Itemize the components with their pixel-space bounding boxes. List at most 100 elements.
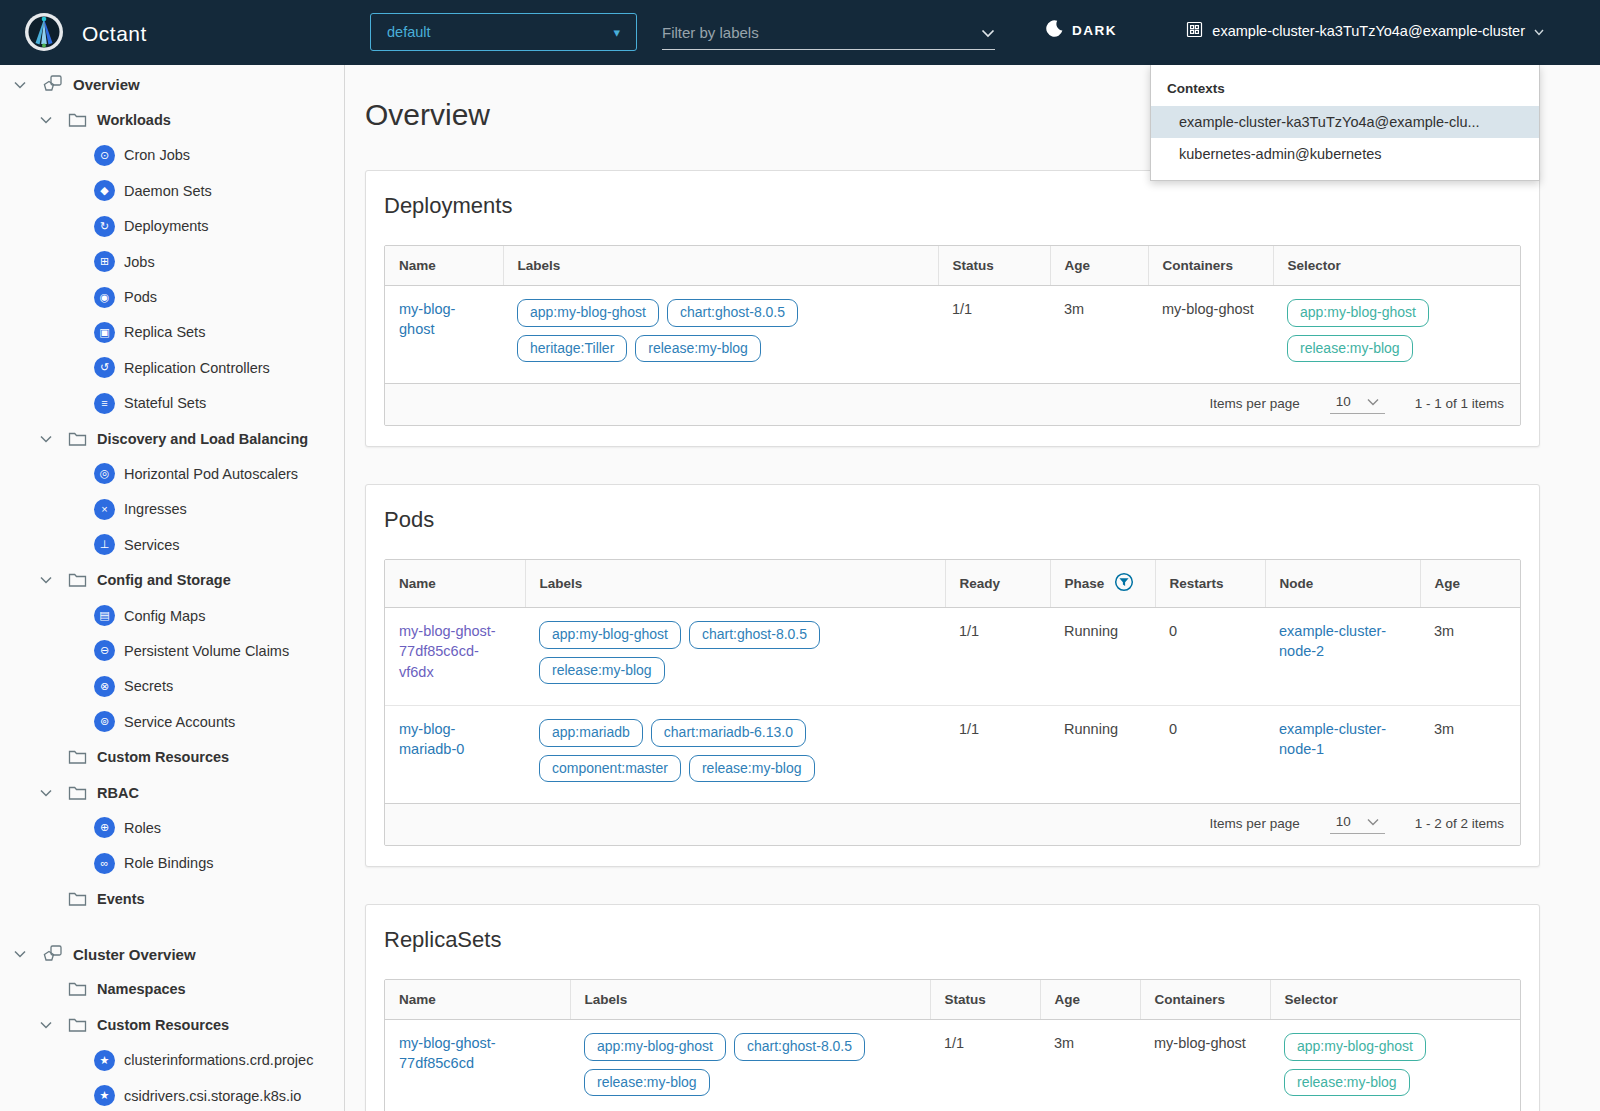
deployments-icon: ↻ — [94, 216, 115, 237]
chevron-down-icon[interactable] — [38, 1021, 54, 1029]
label-pill: release:my-blog — [689, 755, 815, 783]
context-option-kubernetes-admin-kubernetes[interactable]: kubernetes-admin@kubernetes — [1151, 138, 1539, 170]
label-pill: chart:ghost-8.0.5 — [667, 299, 798, 327]
section-card-deployments: DeploymentsNameLabelsStatusAgeContainers… — [365, 170, 1540, 447]
sidebar-item-csidrivers-csi-storage-k8s-io[interactable]: ★csidrivers.csi.storage.k8s.io — [0, 1078, 344, 1111]
resource-link[interactable]: example-cluster-node-2 — [1279, 623, 1386, 659]
items-per-page-select[interactable]: 10 — [1330, 393, 1385, 414]
folder-icon — [68, 572, 87, 588]
caret-down-icon: ▾ — [613, 25, 620, 40]
chevron-down-icon[interactable] — [38, 576, 54, 584]
resource-link[interactable]: my-blog-mariadb-0 — [399, 721, 464, 757]
sidebar-item-label: Custom Resources — [97, 1017, 229, 1033]
cell-text: Running — [1064, 623, 1118, 639]
sidebar-item-services[interactable]: ⊥Services — [0, 527, 344, 562]
sidebar-item-clusterinformations-crd-projec[interactable]: ★clusterinformations.crd.projec — [0, 1043, 344, 1078]
cell-text: 1/1 — [959, 721, 979, 737]
sidebar-item-horizontal-pod-autoscalers[interactable]: ◎Horizontal Pod Autoscalers — [0, 456, 344, 491]
cell-text: 1/1 — [944, 1035, 964, 1051]
moon-icon — [1046, 20, 1063, 41]
app-title: Octant — [82, 22, 147, 46]
sidebar-item-cron-jobs[interactable]: ⊙Cron Jobs — [0, 138, 344, 173]
column-header-name: Name — [385, 246, 503, 286]
replica-sets-icon: ▣ — [94, 322, 115, 343]
items-per-page-label: Items per page — [1210, 816, 1300, 831]
sidebar-item-label: Config Maps — [124, 608, 205, 624]
column-header-ready: Ready — [945, 560, 1050, 608]
chevron-down-icon[interactable] — [38, 116, 54, 124]
items-per-page-select[interactable]: 10 — [1330, 813, 1385, 834]
folder-icon — [68, 749, 87, 765]
resource-link[interactable]: my-blog-ghost-77df85c6cd — [399, 1035, 496, 1071]
secrets-icon: ⊗ — [94, 676, 115, 697]
sidebar-item-role-bindings[interactable]: ∞Role Bindings — [0, 846, 344, 881]
sidebar-item-custom-resources[interactable]: Custom Resources — [0, 1007, 344, 1042]
sidebar-item-workloads[interactable]: Workloads — [0, 102, 344, 137]
selector-pill: release:my-blog — [1287, 335, 1413, 363]
sidebar-item-pods[interactable]: ◉Pods — [0, 279, 344, 314]
resource-link[interactable]: example-cluster-node-1 — [1279, 721, 1386, 757]
sidebar-item-stateful-sets[interactable]: ≡Stateful Sets — [0, 386, 344, 421]
sidebar-item-overview[interactable]: Overview — [0, 67, 344, 102]
brand: Octant — [24, 12, 147, 56]
label-pill: app:my-blog-ghost — [539, 621, 681, 649]
sidebar-item-config-maps[interactable]: ▤Config Maps — [0, 598, 344, 633]
column-header-labels: Labels — [503, 246, 938, 286]
resource-link[interactable]: my-blog-ghost-77df85c6cd-vf6dx — [399, 623, 496, 680]
sidebar-item-roles[interactable]: ⊕ Roles — [0, 810, 344, 845]
sidebar-item-label: Horizontal Pod Autoscalers — [124, 466, 298, 482]
sidebar-item-replication-controllers[interactable]: ↺Replication Controllers — [0, 350, 344, 385]
persistent-volume-claims-icon: ⊖ — [94, 640, 115, 661]
section-title-pods: Pods — [384, 507, 1521, 533]
sidebar-item-events[interactable]: Events — [0, 881, 344, 916]
dark-theme-toggle[interactable]: DARK — [1046, 20, 1117, 41]
sidebar-item-label: Namespaces — [97, 981, 186, 997]
sidebar-item-service-accounts[interactable]: ⊚Service Accounts — [0, 704, 344, 739]
sidebar-item-replica-sets[interactable]: ▣Replica Sets — [0, 315, 344, 350]
sidebar-item-custom-resources[interactable]: Custom Resources — [0, 739, 344, 774]
chevron-down-icon[interactable] — [38, 435, 54, 443]
sidebar-item-rbac[interactable]: RBAC — [0, 775, 344, 810]
column-header-phase: Phase — [1050, 560, 1155, 608]
filter-by-labels-input[interactable] — [662, 24, 973, 41]
sidebar-item-deployments[interactable]: ↻Deployments — [0, 209, 344, 244]
chevron-down-icon[interactable] — [12, 81, 28, 89]
sidebar-item-label: Pods — [124, 289, 157, 305]
contexts-dropdown-items: example-cluster-ka3TuTzYo4a@example-clu.… — [1151, 106, 1539, 170]
sidebar-item-daemon-sets[interactable]: ◆Daemon Sets — [0, 173, 344, 208]
selector-pill: app:my-blog-ghost — [1287, 299, 1429, 327]
folder-icon — [68, 112, 87, 128]
table-row: my-blog-ghost app:my-blog-ghost chart:ghos… — [385, 286, 1520, 384]
sidebar-item-cluster-overview[interactable]: Cluster Overview — [0, 936, 344, 971]
label-pill: app:my-blog-ghost — [517, 299, 659, 327]
column-header-selector: Selector — [1273, 246, 1520, 286]
chevron-down-icon — [1367, 814, 1379, 829]
resource-link[interactable]: my-blog-ghost — [399, 301, 455, 337]
column-header-name: Name — [385, 980, 570, 1020]
sidebar-item-jobs[interactable]: ⊞Jobs — [0, 244, 344, 279]
replication-controllers-icon: ↺ — [94, 357, 115, 378]
context-option-example-cluster-ka3tutzyo4a-example-clu[interactable]: example-cluster-ka3TuTzYo4a@example-clu.… — [1151, 106, 1539, 138]
sidebar-item-secrets[interactable]: ⊗Secrets — [0, 669, 344, 704]
sidebar-item-config-and-storage[interactable]: Config and Storage — [0, 562, 344, 597]
context-selector-button[interactable]: example-cluster-ka3TuTzYo4a@example-clus… — [1186, 21, 1544, 41]
sidebar-item-persistent-volume-claims[interactable]: ⊖Persistent Volume Claims — [0, 633, 344, 668]
roles-icon: ⊕ — [94, 817, 115, 838]
sidebar-item-ingresses[interactable]: ×Ingresses — [0, 492, 344, 527]
sidebar-item-namespaces[interactable]: Namespaces — [0, 972, 344, 1007]
chevron-down-icon[interactable] — [981, 24, 995, 42]
sidebar-item-discovery-and-load-balancing[interactable]: Discovery and Load Balancing — [0, 421, 344, 456]
column-header-age: Age — [1420, 560, 1520, 608]
sidebar-item-label: Roles — [124, 820, 161, 836]
chevron-down-icon[interactable] — [38, 789, 54, 797]
chevron-down-icon[interactable] — [12, 950, 28, 958]
jobs-icon: ⊞ — [94, 251, 115, 272]
section-card-pods: PodsNameLabelsReadyPhaseRestartsNodeAgem… — [365, 484, 1540, 867]
filter-icon[interactable] — [1114, 572, 1134, 595]
pagination-range: 1 - 2 of 2 items — [1415, 816, 1504, 831]
namespace-select[interactable]: default ▾ — [370, 13, 637, 51]
service-accounts-icon: ⊚ — [94, 711, 115, 732]
section-card-replicasets: ReplicaSetsNameLabelsStatusAgeContainers… — [365, 904, 1540, 1111]
folder-icon — [68, 1017, 87, 1033]
app-header: Octant default ▾ DARK example-cluster-ka… — [0, 0, 1600, 65]
